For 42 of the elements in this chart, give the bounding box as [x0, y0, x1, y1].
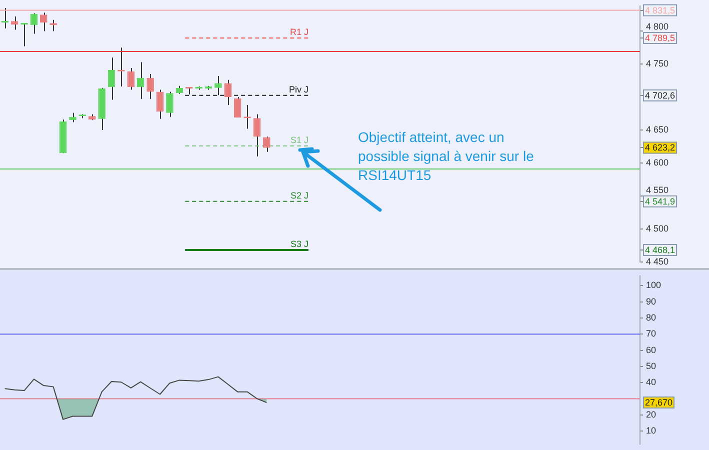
candlestick: [224, 79, 232, 106]
ref-line-label: Piv J: [288, 84, 308, 94]
y-tick-label: 4 541,9: [645, 196, 676, 206]
y-tick-label: 100: [646, 280, 662, 290]
y-tick-label: 4 831,5: [645, 5, 676, 16]
y-tick-label: 80: [646, 312, 656, 322]
candlestick: [136, 62, 144, 100]
y-tick-label: 4 789,5: [645, 32, 676, 43]
y-tick-label: 4 500: [646, 223, 669, 234]
candlestick: [108, 56, 116, 100]
y-tick-label: 40: [646, 377, 656, 388]
y-tick-label: 4 702,6: [645, 90, 676, 100]
y-tick-label: 60: [646, 344, 656, 355]
candlestick: [146, 73, 154, 100]
y-tick-label: 4 623,2: [645, 142, 676, 153]
y-tick-label: 50: [646, 360, 656, 371]
y-tick-label: 4 550: [646, 184, 669, 195]
y-tick-label: 4 600: [646, 158, 669, 168]
y-tick-label: 90: [646, 296, 656, 306]
candlestick: [166, 91, 174, 118]
annotation: Objectif atteint, avec un possible signal à venir sur le RSI14UT15: [358, 128, 535, 185]
y-tick-label: 70: [646, 328, 656, 339]
candlestick: [10, 16, 18, 30]
ref-line-label: S3 J: [290, 239, 308, 250]
y-tick-label: 4 650: [646, 124, 669, 135]
y-tick-label: 4 450: [646, 256, 669, 266]
text: 27,670: [645, 398, 673, 408]
candlestick: [30, 12, 38, 34]
y-tick-label: 20: [646, 409, 656, 420]
ref-line-label: R1 J: [290, 26, 308, 37]
y-tick-label: 10: [646, 426, 656, 436]
y-tick-label: 4 750: [646, 58, 669, 69]
ref-line-label: S1 J: [290, 134, 308, 145]
ref-line-label: S2 J: [290, 190, 308, 200]
candlestick: [156, 89, 164, 120]
y-tick-label: 4 468,1: [645, 245, 676, 256]
candlestick: [127, 68, 135, 90]
candlestick: [40, 12, 48, 32]
candlestick: [214, 75, 222, 96]
candlestick: [234, 96, 242, 118]
y-tick-label: 4 800: [646, 21, 669, 32]
candlestick: [253, 114, 261, 157]
